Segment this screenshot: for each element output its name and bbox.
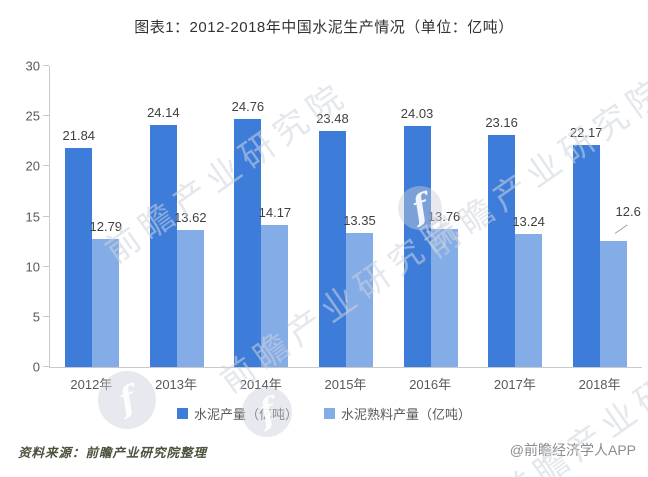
x-tick-label: 2012年 — [70, 377, 113, 392]
y-tick-label: 30 — [25, 58, 40, 74]
bar-group: 23.16 13.24 — [485, 66, 545, 367]
bar-value-label: 13.76 — [427, 208, 461, 224]
legend-item-cement: 水泥产量（亿吨） — [176, 404, 298, 423]
y-tick-mark — [43, 165, 49, 167]
bar-clinker: 14.17 — [259, 205, 291, 367]
bars-row: 21.84 12.79 24.14 13.62 24.76 14.17 23.48 13.35… — [50, 66, 642, 367]
legend: 水泥产量（亿吨） 水泥熟料产量（亿吨） — [0, 404, 648, 423]
bar-value-label: 22.17 — [569, 124, 603, 140]
bar-clinker: 13.35 — [343, 213, 376, 367]
y-tick-label: 25 — [25, 108, 40, 124]
y-tick-mark — [43, 315, 49, 317]
credit-note: @前瞻经济学人APP — [509, 442, 636, 458]
bar-cement: 24.76 — [232, 99, 264, 367]
bar-group: 24.76 14.17 — [232, 66, 291, 367]
bar-value-label: 12.79 — [89, 218, 123, 234]
x-tick-label: 2014年 — [239, 377, 282, 392]
x-tick-label: 2013年 — [155, 377, 198, 392]
bar-clinker: 12.6 — [599, 204, 641, 367]
y-tick-mark — [43, 265, 49, 267]
bar-group: 23.48 13.35 — [316, 66, 376, 367]
plot-area: 21.84 12.79 24.14 13.62 24.76 14.17 23.48 13.35… — [26, 59, 642, 375]
bar-value-label: 14.17 — [258, 204, 292, 220]
bar-value-label: 23.16 — [485, 114, 518, 130]
y-tick-mark — [43, 215, 49, 217]
legend-swatch-clinker — [324, 408, 335, 419]
x-tick-label: 2017年 — [493, 377, 536, 392]
bar-cement: 24.14 — [147, 105, 180, 367]
bar-group: 24.03 13.76 — [401, 66, 460, 367]
bar-cement: 22.17 — [570, 125, 602, 367]
bar-value-label: 24.14 — [147, 104, 180, 120]
x-axis-labels: 2012年 2013年 2014年 2015年 2016年 2017年 2018年 — [49, 374, 642, 393]
bar-value-label: 13.35 — [343, 213, 376, 229]
bar-group: 22.17 12.6 — [570, 66, 641, 367]
y-tick-mark — [43, 115, 49, 117]
bar-value-label: 21.84 — [62, 127, 96, 143]
label-leader-line — [614, 224, 628, 234]
bar-value-label: 13.24 — [512, 214, 545, 230]
bar-clinker: 13.24 — [512, 214, 545, 367]
y-tick-label: 10 — [25, 259, 40, 275]
bar-value-label: 13.62 — [174, 210, 207, 226]
data-source-note: 资料来源：前瞻产业研究院整理 — [18, 446, 208, 460]
bar-cement: 23.48 — [316, 111, 349, 367]
y-tick-mark — [43, 65, 49, 66]
y-tick-label: 15 — [25, 209, 40, 224]
legend-item-clinker: 水泥熟料产量（亿吨） — [324, 404, 471, 423]
x-tick-label: 2018年 — [578, 377, 621, 392]
y-tick-label: 0 — [32, 359, 40, 375]
legend-swatch-cement — [176, 408, 188, 419]
bar-value-label: 24.03 — [400, 105, 434, 121]
bar-cement: 24.03 — [401, 106, 433, 367]
x-tick-label: 2015年 — [324, 377, 367, 392]
bar-cement: 23.16 — [485, 115, 518, 367]
bar-clinker: 12.79 — [90, 219, 122, 367]
legend-label-cement: 水泥产量（亿吨） — [193, 407, 298, 422]
bar-clinker: 13.62 — [174, 210, 207, 367]
bar-cement: 21.84 — [63, 128, 95, 367]
chart-title: 图表1：2012-2018年中国水泥生产情况（单位：亿吨） — [134, 19, 514, 36]
bar-clinker: 13.76 — [428, 209, 460, 367]
bar-value-label: 12.6 — [615, 203, 641, 219]
bar-group: 21.84 12.79 — [63, 66, 122, 367]
legend-label-clinker: 水泥熟料产量（亿吨） — [341, 407, 472, 422]
bar-value-label: 23.48 — [316, 111, 349, 127]
bar-value-label: 24.76 — [231, 98, 265, 114]
y-tick-label: 20 — [25, 158, 40, 174]
y-tick-label: 5 — [32, 309, 40, 325]
bar-group: 24.14 13.62 — [147, 66, 207, 367]
y-tick-mark — [43, 366, 49, 367]
x-tick-label: 2016年 — [409, 377, 452, 392]
